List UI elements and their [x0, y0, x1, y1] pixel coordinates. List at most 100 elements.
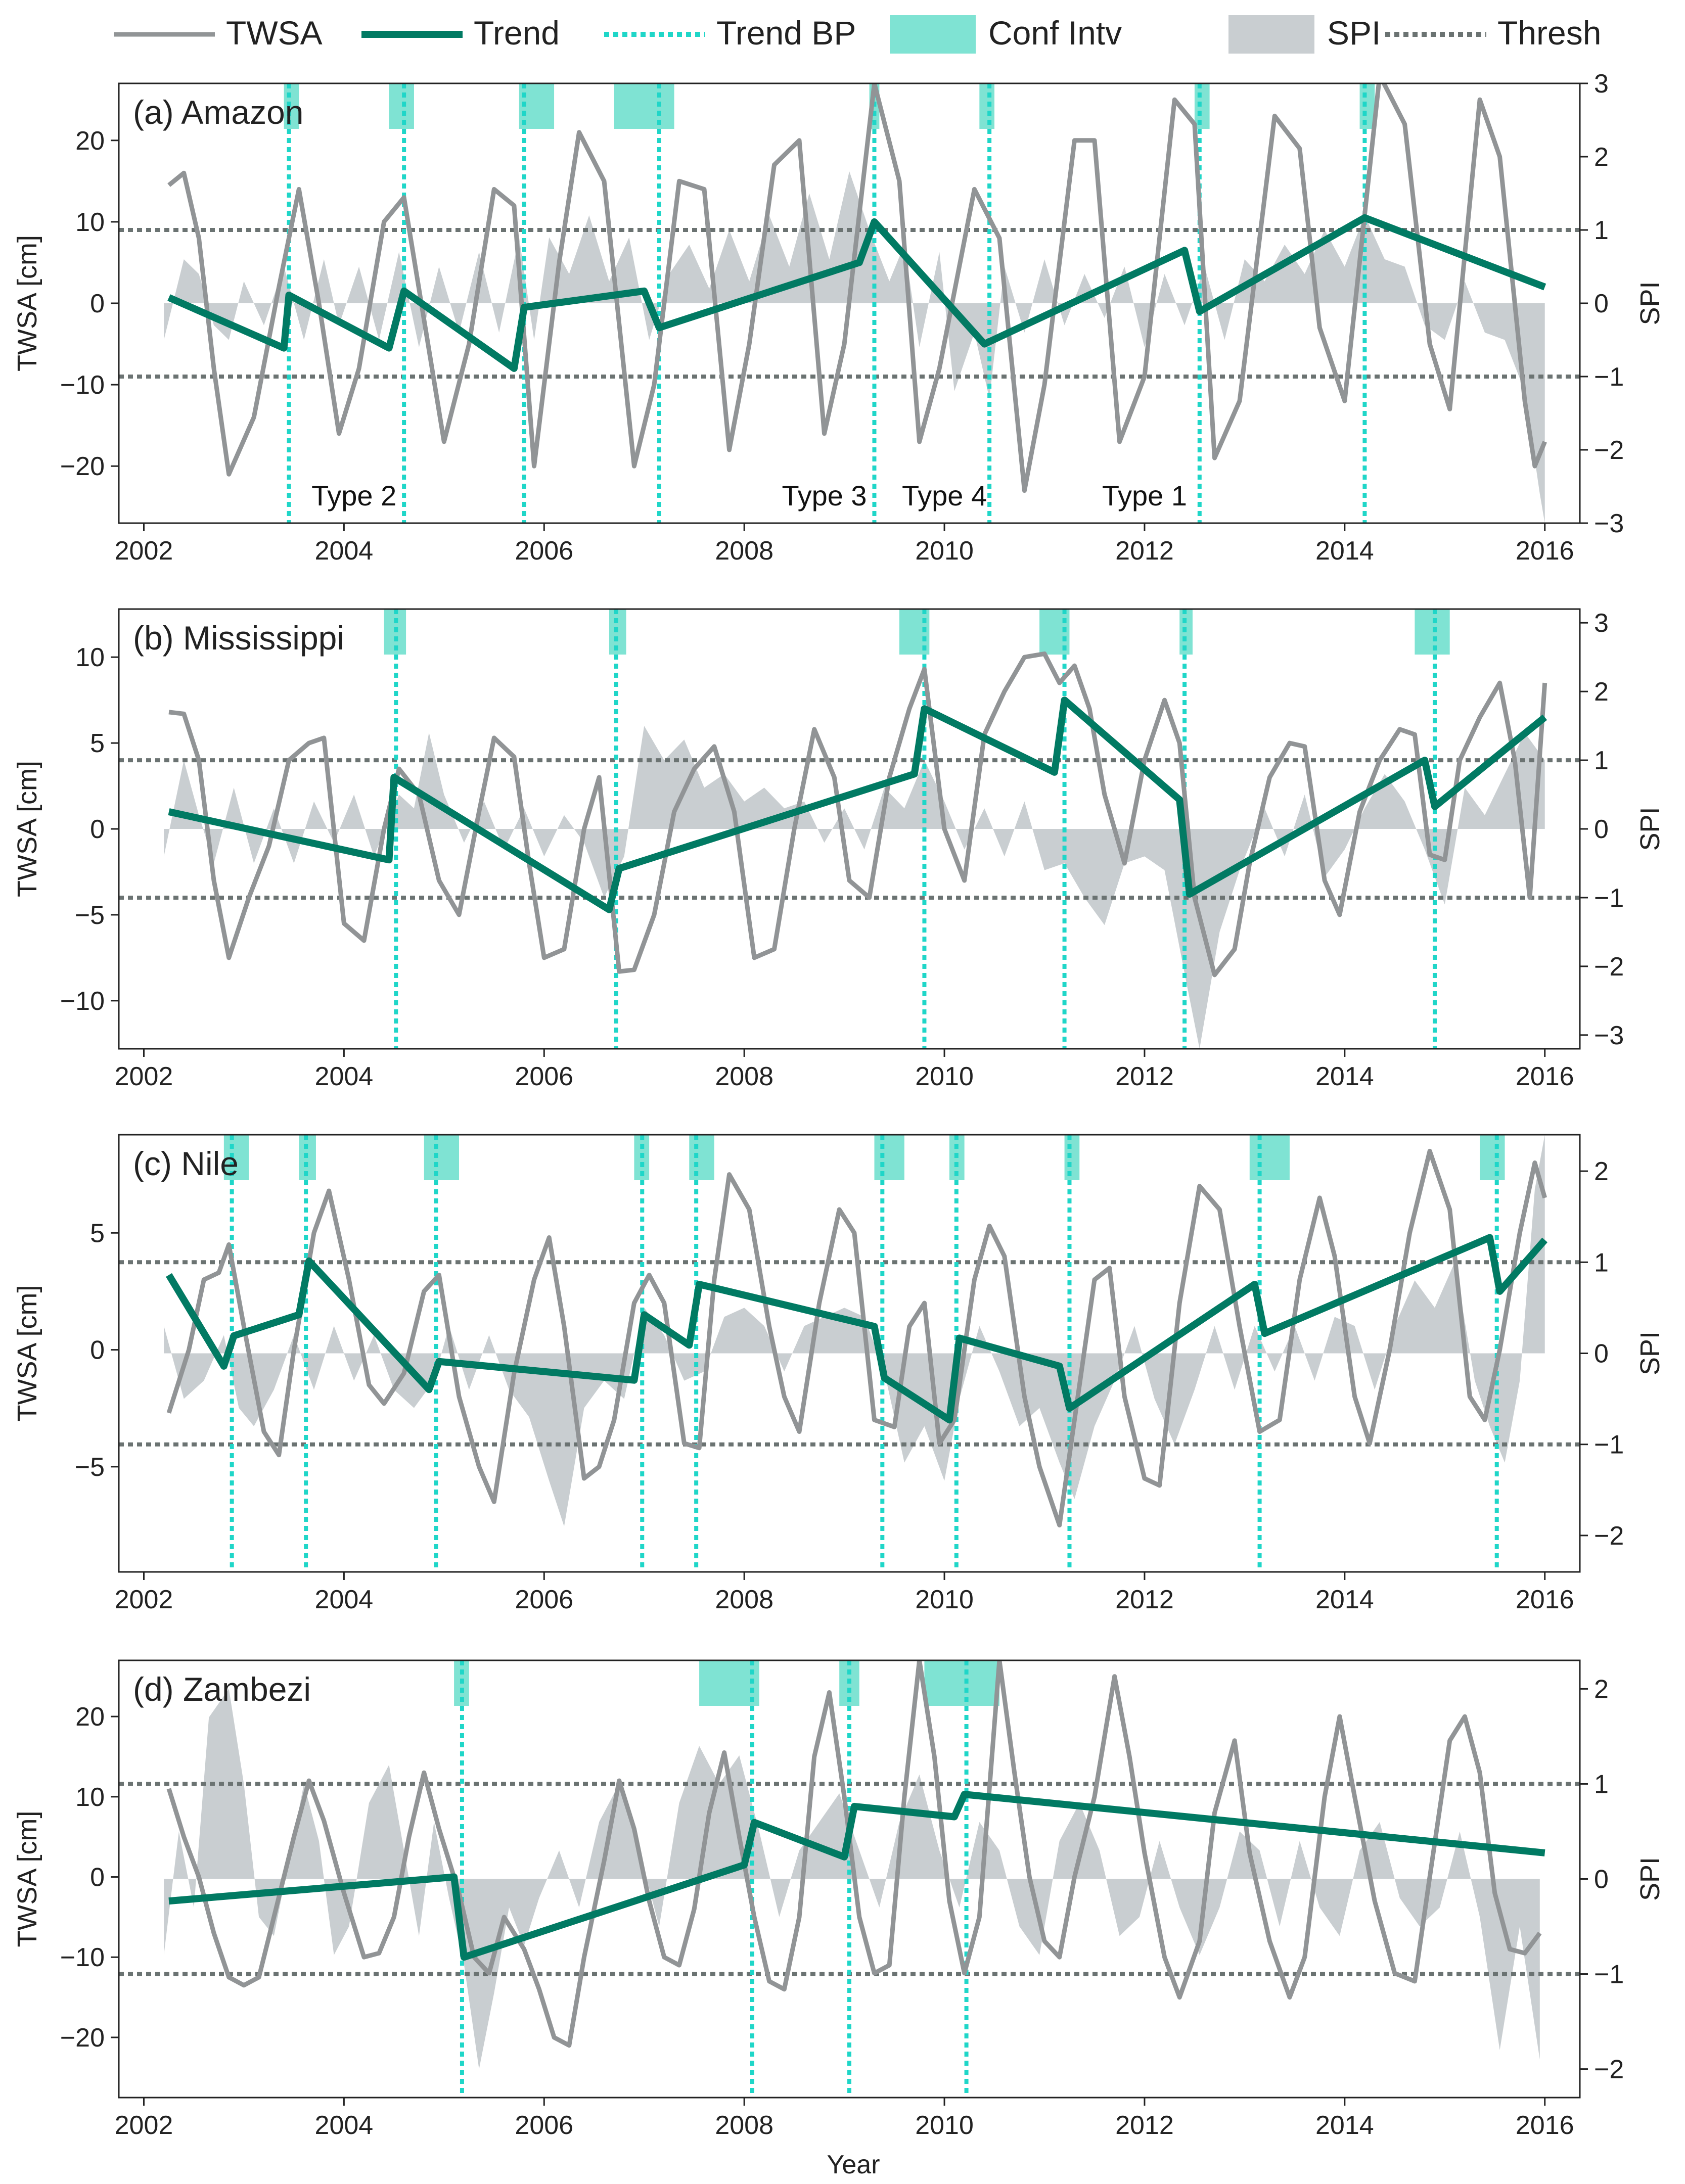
y-tick-label: 5	[90, 1219, 105, 1248]
trend-line	[166, 1234, 1547, 1424]
x-tick-label: 2010	[915, 536, 974, 566]
conf-interval-3	[424, 1135, 460, 1180]
spi-tick-label: 1	[1594, 1248, 1609, 1277]
x-tick-label: 2008	[715, 1585, 773, 1614]
twsa-line	[167, 83, 1547, 493]
x-tick-label: 2016	[1516, 1585, 1574, 1614]
x-tick-label: 2016	[1516, 1062, 1574, 1091]
conf-interval-5	[689, 1135, 714, 1180]
spi-tick-label: 1	[1594, 746, 1609, 775]
x-tick-label: 2008	[715, 1062, 773, 1091]
x-tick-label: 2014	[1315, 1062, 1374, 1091]
x-tick-label: 2006	[515, 1062, 573, 1091]
x-tick-label: 2004	[315, 2111, 374, 2140]
x-tick-label: 2012	[1115, 1062, 1174, 1091]
conf-interval-4	[924, 1660, 999, 1706]
y-tick-label: 20	[75, 1702, 105, 1732]
x-tick-label: 2016	[1516, 536, 1574, 566]
spi-tick-label: −3	[1594, 509, 1624, 538]
panel-title: (c) Nile	[133, 1145, 239, 1182]
y-tick-label: 10	[75, 1783, 105, 1812]
legend: TWSA Trend Trend BP Conf Intv SPI Thresh	[114, 14, 1601, 54]
legend-label-spi: SPI	[1327, 14, 1381, 52]
x-tick-label: 2010	[915, 1062, 974, 1091]
x-tick-label: 2014	[1315, 1585, 1374, 1614]
y-tick-label: 0	[90, 289, 105, 318]
spi-tick-label: −1	[1594, 1960, 1624, 1989]
x-tick-label: 2010	[915, 2111, 974, 2140]
legend-entry-thresh: Thresh	[1385, 14, 1601, 52]
legend-entry-spi: SPI	[1228, 14, 1381, 54]
spi-tick-label: 0	[1594, 289, 1609, 318]
y-tick-label: −10	[60, 370, 105, 400]
y-tick-label: −5	[75, 1453, 105, 1482]
trend-line	[167, 214, 1546, 372]
legend-label-trend: Trend	[474, 14, 560, 52]
spi-area	[164, 171, 1545, 523]
panel-4: 2002 2004 2006 2008 2010 2012 2014 2016−20−1001…	[12, 1659, 1665, 2140]
twsa-line	[166, 1148, 1547, 1527]
panel-2: 2002 2004 2006 2008 2010 2012 2014 2016−10−5051…	[12, 608, 1665, 1091]
x-tick-label: 2002	[115, 2111, 173, 2140]
legend-label-conf: Conf Intv	[988, 14, 1122, 52]
legend-entry-trend: Trend	[361, 14, 560, 52]
panel-title: (b) Mississippi	[133, 619, 344, 657]
conf-interval-10	[1480, 1135, 1505, 1180]
legend-label-trend_bp: Trend BP	[716, 14, 856, 52]
y-tick-label: −20	[60, 2023, 105, 2053]
spi-tick-label: 2	[1594, 143, 1609, 172]
y-tick-label: −10	[60, 1943, 105, 1972]
y-tick-label: −20	[60, 452, 105, 481]
plot-area	[119, 609, 1580, 1049]
y-tick-label: 10	[75, 208, 105, 237]
panels: 2002 2004 2006 2008 2010 2012 2014 2016−20−1001…	[12, 69, 1665, 2140]
x-tick-label: 2006	[515, 536, 573, 566]
x-tick-label: 2004	[315, 536, 374, 566]
x-tick-label: 2012	[1115, 2111, 1174, 2140]
conf-interval-1	[284, 83, 299, 129]
panel-title: (a) Amazon	[133, 94, 303, 131]
panel-title: (d) Zambezi	[133, 1670, 311, 1708]
x-tick-label: 2004	[315, 1062, 374, 1091]
panel-3: 2002 2004 2006 2008 2010 2012 2014 2016 −5 0 5 −2 −1…	[12, 1134, 1665, 1614]
spi-area	[164, 726, 1545, 1049]
y-tick-label: 0	[90, 1336, 105, 1365]
conf-interval-2	[389, 83, 414, 129]
conf-interval-8	[1064, 1135, 1080, 1180]
spi-tick-label: 2	[1594, 1157, 1609, 1186]
spi-tick-label: 1	[1594, 216, 1609, 245]
legend-entry-twsa: TWSA	[114, 14, 323, 52]
annotation-type-2: Type 3	[782, 480, 867, 512]
conf-interval-2	[699, 1660, 759, 1706]
x-tick-label: 2008	[715, 2111, 773, 2140]
x-tick-label: 2002	[115, 1585, 173, 1614]
twsa-line	[168, 651, 1547, 978]
x-tick-label: 2014	[1315, 2111, 1374, 2140]
spi-tick-label: −1	[1594, 362, 1624, 392]
spi-tick-label: 0	[1594, 1865, 1609, 1894]
panel-1: 2002 2004 2006 2008 2010 2012 2014 2016−20−1001…	[12, 69, 1665, 566]
conf-interval-1	[223, 1135, 249, 1180]
legend-entry-trend_bp: Trend BP	[604, 14, 856, 52]
y-tick-label: 20	[75, 126, 105, 156]
conf-interval-9	[1249, 1135, 1290, 1180]
y-tick-label: −5	[75, 901, 105, 930]
spi-tick-label: −2	[1594, 436, 1624, 465]
x-tick-label: 2006	[515, 2111, 573, 2140]
legend-swatch-conf	[890, 15, 976, 54]
x-tick-label: 2008	[715, 536, 773, 566]
spi-area	[164, 1689, 1540, 2069]
spi-axis-label: SPI	[1635, 807, 1665, 851]
y-axis-label: TWSA [cm]	[12, 1811, 42, 1947]
conf-interval-4	[614, 83, 674, 129]
spi-tick-label: 3	[1594, 609, 1609, 638]
plot-area	[119, 1660, 1580, 2098]
annotation-type-4: Type 1	[1102, 480, 1187, 512]
y-tick-label: 10	[75, 643, 105, 672]
x-tick-label: 2004	[315, 1585, 374, 1614]
x-tick-label: 2012	[1115, 536, 1174, 566]
y-axis-label: TWSA [cm]	[12, 235, 42, 371]
plot-area	[119, 83, 1580, 523]
x-tick-label: 2012	[1115, 1585, 1174, 1614]
